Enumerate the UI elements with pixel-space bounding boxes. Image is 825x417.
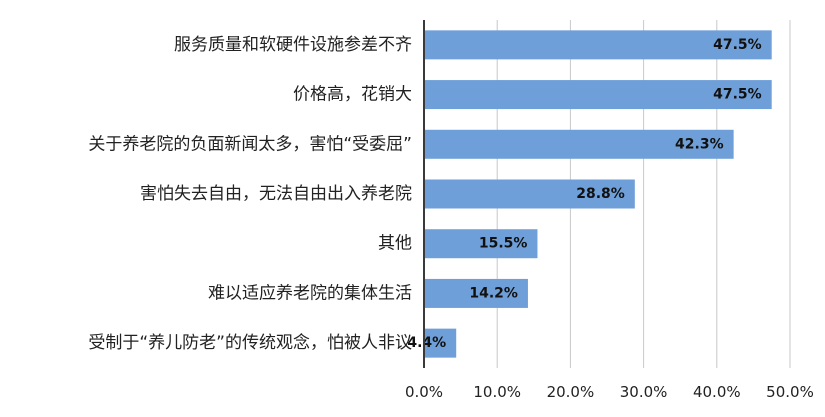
bar <box>424 129 734 159</box>
bar <box>424 229 538 259</box>
category-labels: 服务质量和软硬件设施参差不齐价格高，花销大关于养老院的负面新闻太多，害怕“受委屈… <box>88 35 412 353</box>
bars: 47.5% 47.5% 42.3% 28.8% 15.5% 14.2% 4.4% <box>407 30 772 358</box>
category-label: 价格高，花销大 <box>293 85 412 105</box>
bar <box>424 179 635 209</box>
bar <box>424 30 772 60</box>
category-label: 害怕失去自由，无法自由出入养老院 <box>140 184 412 204</box>
x-tick-labels: 0.0% 10.0% 20.0% 30.0% 40.0% 50.0% <box>405 383 814 401</box>
x-tick-label: 50.0% <box>766 383 814 401</box>
data-label: 4.4% <box>407 335 446 351</box>
bar <box>424 80 772 110</box>
bar <box>424 278 528 308</box>
category-label: 受制于“养儿防老”的传统观念，怕被人非议 <box>88 332 412 353</box>
data-label: 28.8% <box>576 186 625 202</box>
x-tick-label: 40.0% <box>693 383 741 401</box>
x-tick-label: 20.0% <box>547 383 595 401</box>
bar <box>424 328 457 358</box>
data-label: 14.2% <box>469 285 518 301</box>
x-tick-label: 10.0% <box>473 383 521 401</box>
x-tick-label: 0.0% <box>405 383 443 401</box>
data-label: 47.5% <box>713 87 762 103</box>
category-label: 服务质量和软硬件设施参差不齐 <box>174 35 412 55</box>
x-tick-label: 30.0% <box>620 383 668 401</box>
data-label: 15.5% <box>479 236 528 252</box>
category-label: 其他 <box>378 234 412 254</box>
category-label: 关于养老院的负面新闻太多，害怕“受委屈” <box>88 134 412 154</box>
grid-lines <box>496 20 791 368</box>
data-label: 42.3% <box>675 136 724 152</box>
data-label: 47.5% <box>713 37 762 53</box>
category-label: 难以适应养老院的集体生活 <box>208 283 412 303</box>
